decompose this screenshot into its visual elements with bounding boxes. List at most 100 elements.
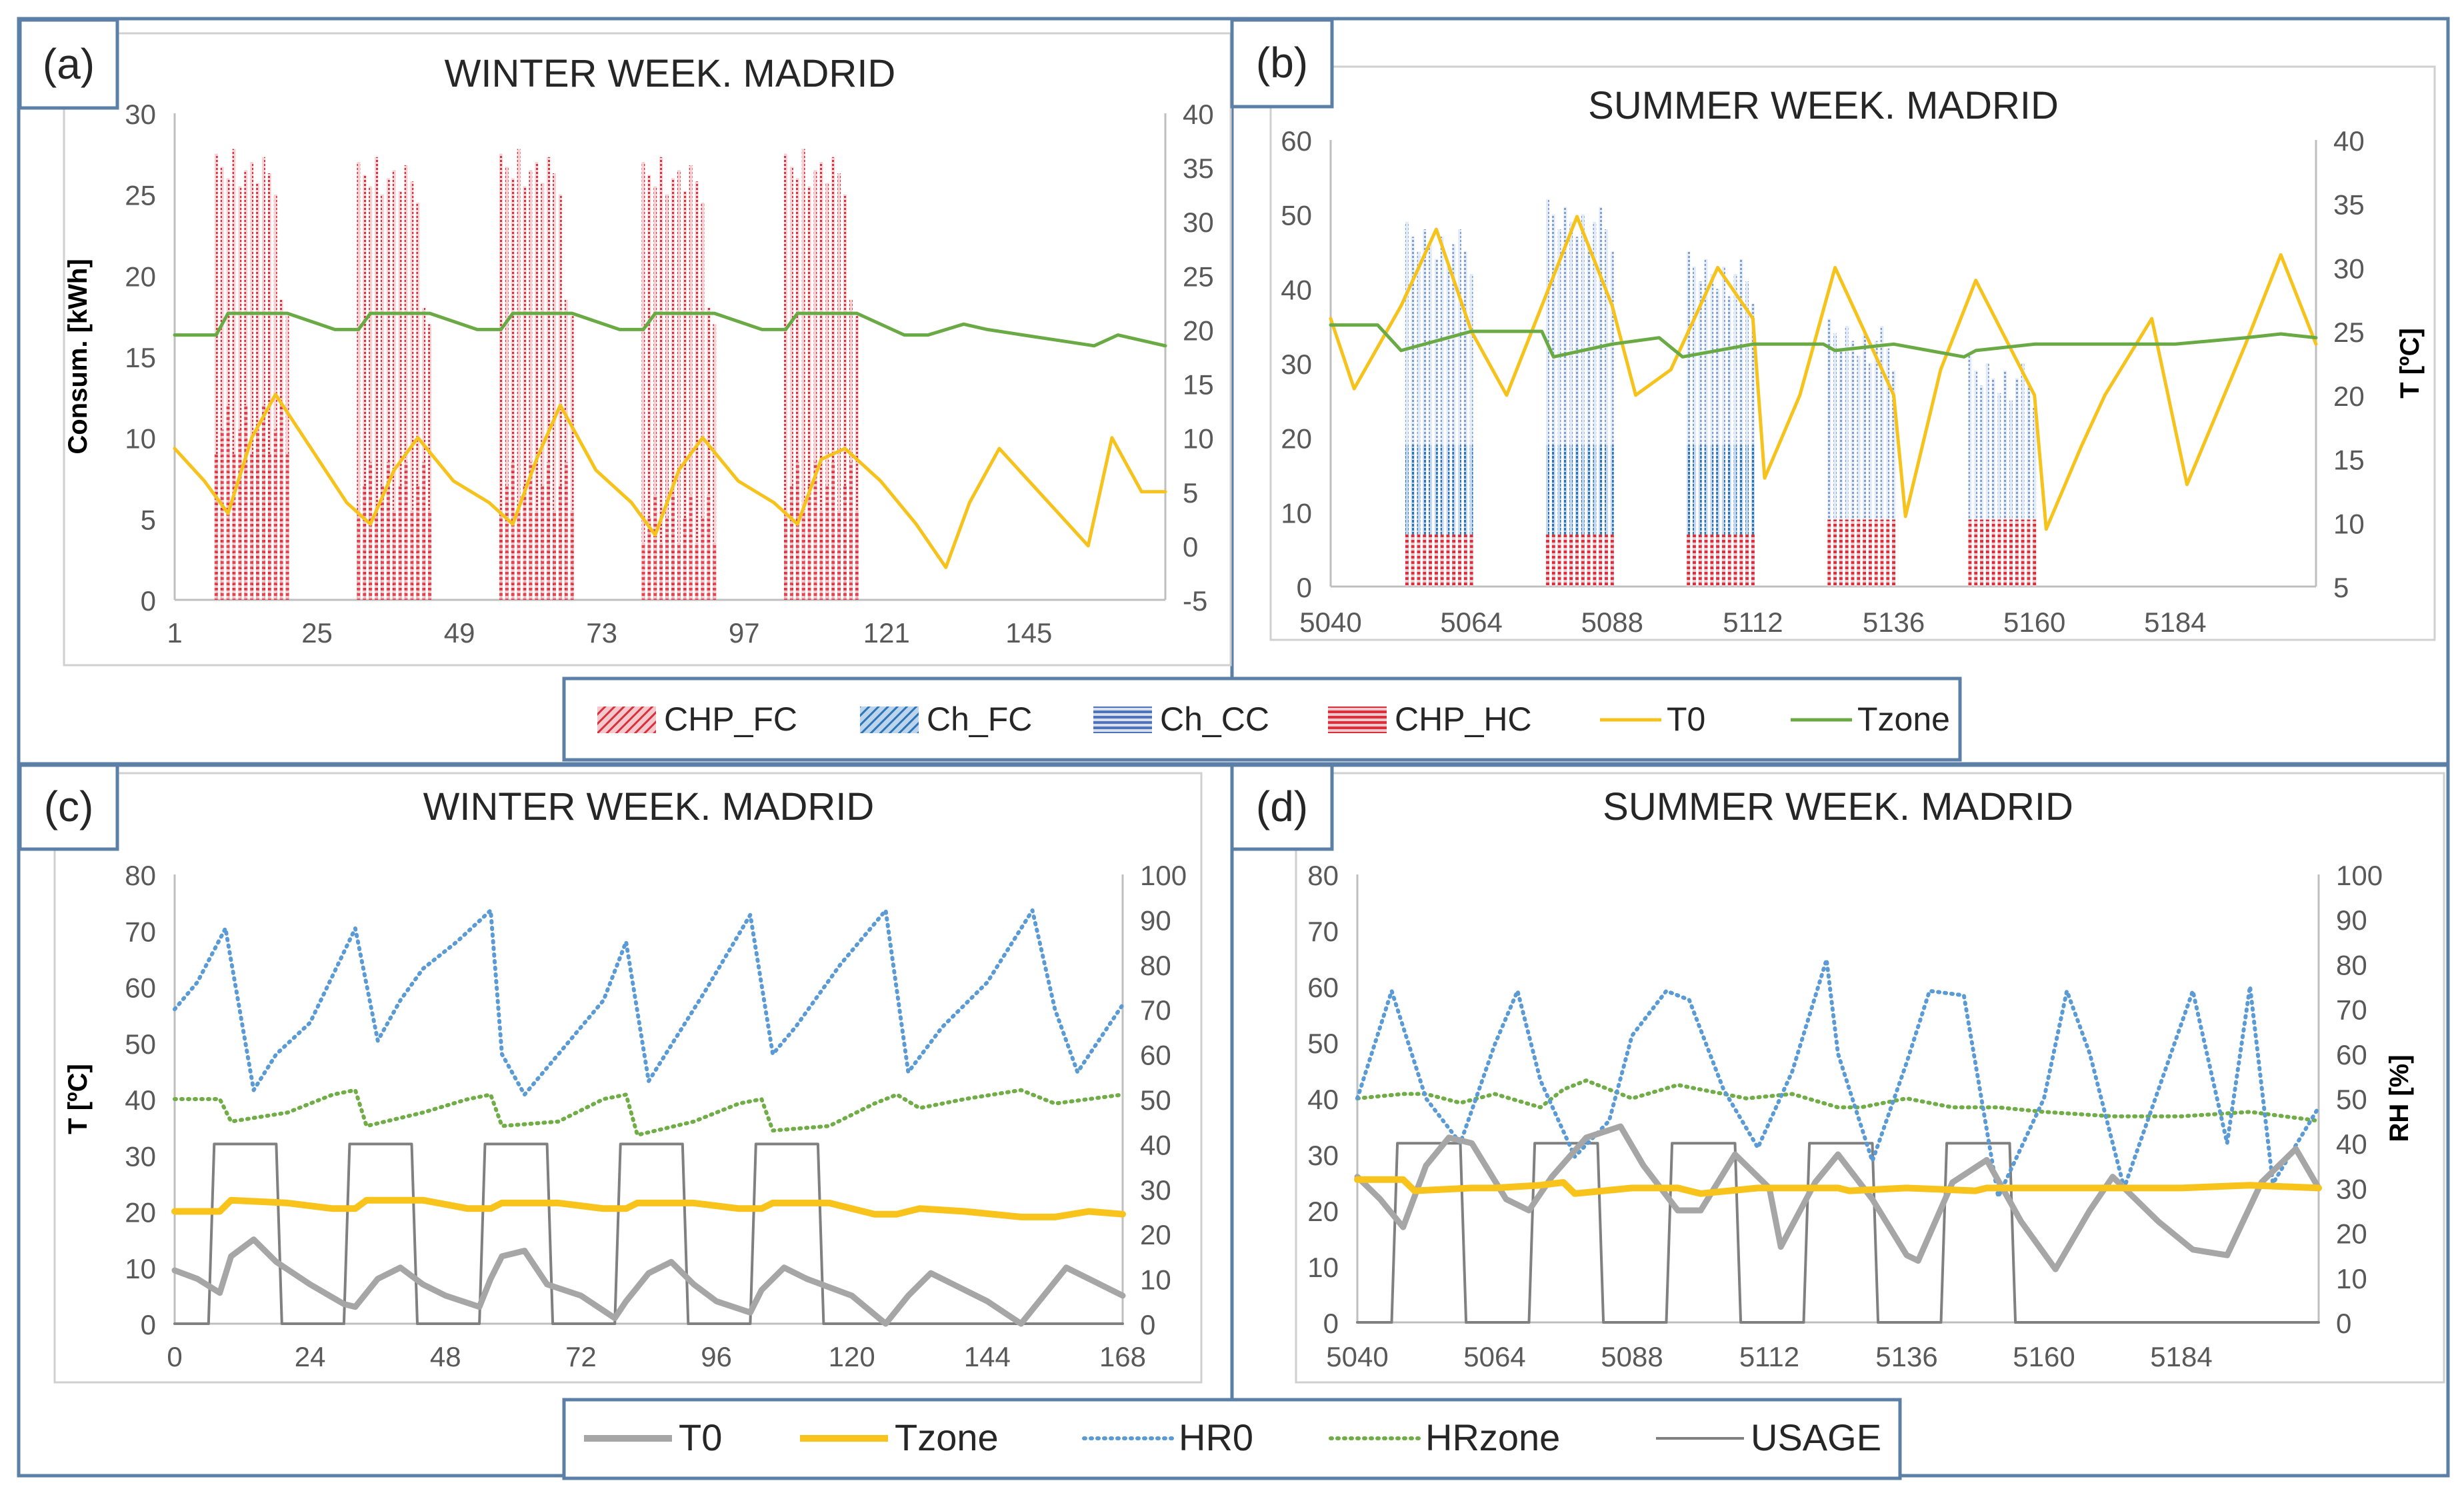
bar-chp-fc <box>220 167 224 601</box>
bar-chp-hc <box>1991 519 1995 587</box>
series-line-t0 <box>173 393 1167 569</box>
bar-chp-hc <box>517 511 521 600</box>
bar-ch-fc <box>1593 445 1597 587</box>
y2-tick-label: 10 <box>2336 1263 2367 1294</box>
bar-chp-hc <box>2033 519 2037 587</box>
bar-chp-fc <box>647 175 651 600</box>
bar-ch-cc <box>1886 348 1890 587</box>
bar-ch-cc <box>1458 229 1461 587</box>
bar-chp-hc <box>695 543 699 600</box>
y-tick-label: 70 <box>125 916 156 947</box>
y2-tick-label: 80 <box>2336 949 2367 980</box>
bar-chp-hc <box>701 519 705 600</box>
bar-ch-cc <box>1563 207 1567 587</box>
y2-tick-label: 0 <box>2336 1308 2351 1339</box>
bar-chp-hc <box>1405 534 1409 587</box>
y2-tick-label: 0 <box>1140 1309 1155 1340</box>
y-tick-label: 15 <box>125 342 156 373</box>
bar-chp-fc <box>404 165 408 600</box>
bar-ch-fc <box>1423 445 1427 587</box>
y2-axis-label: RH [%] <box>2385 1054 2414 1142</box>
panel-label-b-text: (b) <box>1256 39 1308 87</box>
bar-ch-fc <box>1463 445 1467 587</box>
bar-chp-hc <box>825 486 829 600</box>
x-tick-label: 25 <box>301 617 333 649</box>
bar-chp-fc <box>529 170 533 600</box>
bar-ch-cc <box>1429 244 1432 587</box>
x-tick-label: 97 <box>729 617 760 649</box>
legend-bottom-label: HRzone <box>1425 1416 1560 1458</box>
y-tick-label: 70 <box>1307 916 1339 947</box>
bar-chp-hc <box>1569 534 1573 587</box>
bar-chp-hc <box>1463 534 1467 587</box>
y-tick-label: 0 <box>141 585 156 617</box>
y2-tick-label: 0 <box>1183 531 1198 563</box>
bar-chp-hc <box>849 462 853 600</box>
y2-tick-label: 60 <box>1140 1040 1171 1071</box>
bar-chp-fc <box>671 178 675 600</box>
bar-chp-fc <box>713 324 717 600</box>
y-tick-label: 60 <box>1307 972 1339 1003</box>
bar-chp-hc <box>541 486 545 600</box>
bar-ch-fc <box>1429 445 1432 587</box>
panel-label-c: (c) <box>18 763 119 851</box>
bar-chp-hc <box>1563 534 1567 587</box>
y-tick-label: 10 <box>1307 1252 1339 1283</box>
bar-ch-cc <box>1868 363 1872 587</box>
bar-ch-fc <box>1587 445 1591 587</box>
bar-chp-hc <box>1892 519 1895 587</box>
bar-chp-hc <box>795 462 799 600</box>
bar-chp-hc <box>1458 534 1461 587</box>
bar-ch-cc <box>1411 237 1415 587</box>
y2-tick-label: 50 <box>1140 1084 1171 1116</box>
bar-chp-hc <box>1417 534 1421 587</box>
bar-chp-fc <box>683 191 687 600</box>
bar-chp-hc <box>1880 519 1884 587</box>
bar-chp-hc <box>819 511 823 600</box>
bar-chp-fc <box>837 173 841 600</box>
y2-tick-label: 90 <box>1140 904 1171 936</box>
y-tick-label: 0 <box>1323 1308 1339 1339</box>
bar-ch-fc <box>1458 445 1461 587</box>
bar-ch-cc <box>1991 378 1995 587</box>
bar-ch-cc <box>1980 385 1983 587</box>
bar-ch-fc <box>1693 445 1696 587</box>
y-tick-label: 30 <box>125 1140 156 1172</box>
bar-ch-fc <box>1739 445 1743 587</box>
y-tick-label: 60 <box>1281 125 1312 157</box>
bar-chp-fc <box>689 165 693 600</box>
bar-ch-fc <box>1599 445 1603 587</box>
bar-chp-hc <box>801 511 805 600</box>
bar-chp-hc <box>843 486 847 600</box>
plot-frame-c <box>53 772 1203 1384</box>
bar-chp-hc <box>232 454 236 600</box>
bar-chp-hc <box>404 462 408 600</box>
bar-ch-cc <box>1610 251 1614 587</box>
x-tick-label: 1 <box>167 617 182 649</box>
bar-chp-hc <box>1687 534 1691 587</box>
y2-tick-label: 10 <box>1140 1264 1171 1296</box>
bar-ch-cc <box>1581 214 1585 587</box>
y2-tick-label: 70 <box>2336 994 2367 1026</box>
bar-chp-hc <box>1851 519 1855 587</box>
bar-ch-fc <box>1417 445 1421 587</box>
bar-chp-hc <box>1704 534 1708 587</box>
bar-ch-cc <box>1469 274 1473 587</box>
bar-chp-fc <box>428 324 432 600</box>
bar-chp-hc <box>1605 534 1608 587</box>
bar-chp-fc <box>517 149 521 601</box>
bar-chp-fc <box>801 149 805 601</box>
y-tick-label: 0 <box>1297 572 1312 603</box>
y2-tick-label: 40 <box>2336 1128 2367 1160</box>
bar-ch-cc <box>1551 214 1555 587</box>
bar-chp-hc <box>831 462 835 600</box>
bar-chp-fc <box>505 167 509 601</box>
bar-chp-hc <box>1446 534 1450 587</box>
bar-ch-fc <box>1569 445 1573 587</box>
y2-tick-label: 5 <box>1183 477 1198 509</box>
bar-chp-fc <box>523 186 527 600</box>
legend-swatch <box>860 707 919 733</box>
y2-tick-label: 25 <box>2333 317 2365 348</box>
bar-ch-fc <box>1751 445 1755 587</box>
